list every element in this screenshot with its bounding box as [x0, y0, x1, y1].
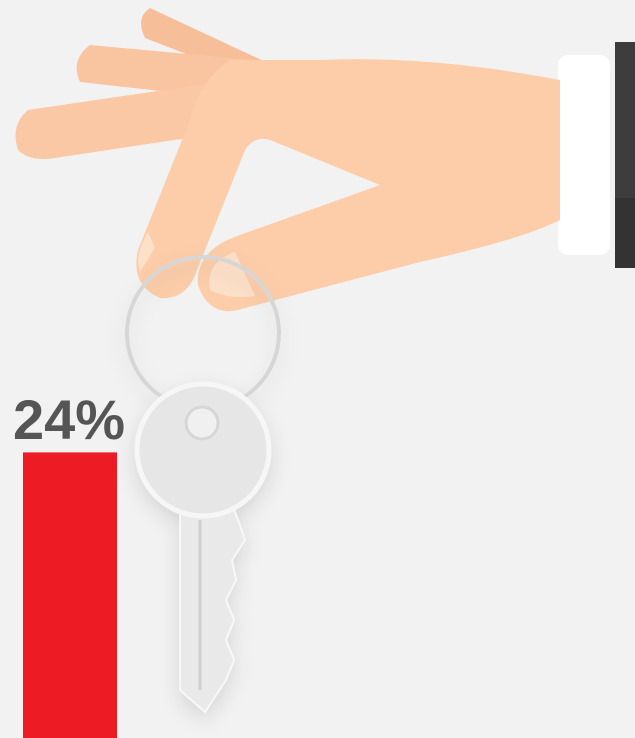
key-head	[137, 384, 269, 516]
sleeve-top	[615, 42, 635, 198]
page: 24% (() => { const data = JSON.parse(doc…	[0, 0, 635, 738]
value-label: 24%	[13, 388, 125, 451]
chart: 24%	[0, 0, 635, 738]
key-hole	[186, 407, 218, 439]
cuff	[558, 55, 610, 255]
bar	[23, 452, 117, 738]
